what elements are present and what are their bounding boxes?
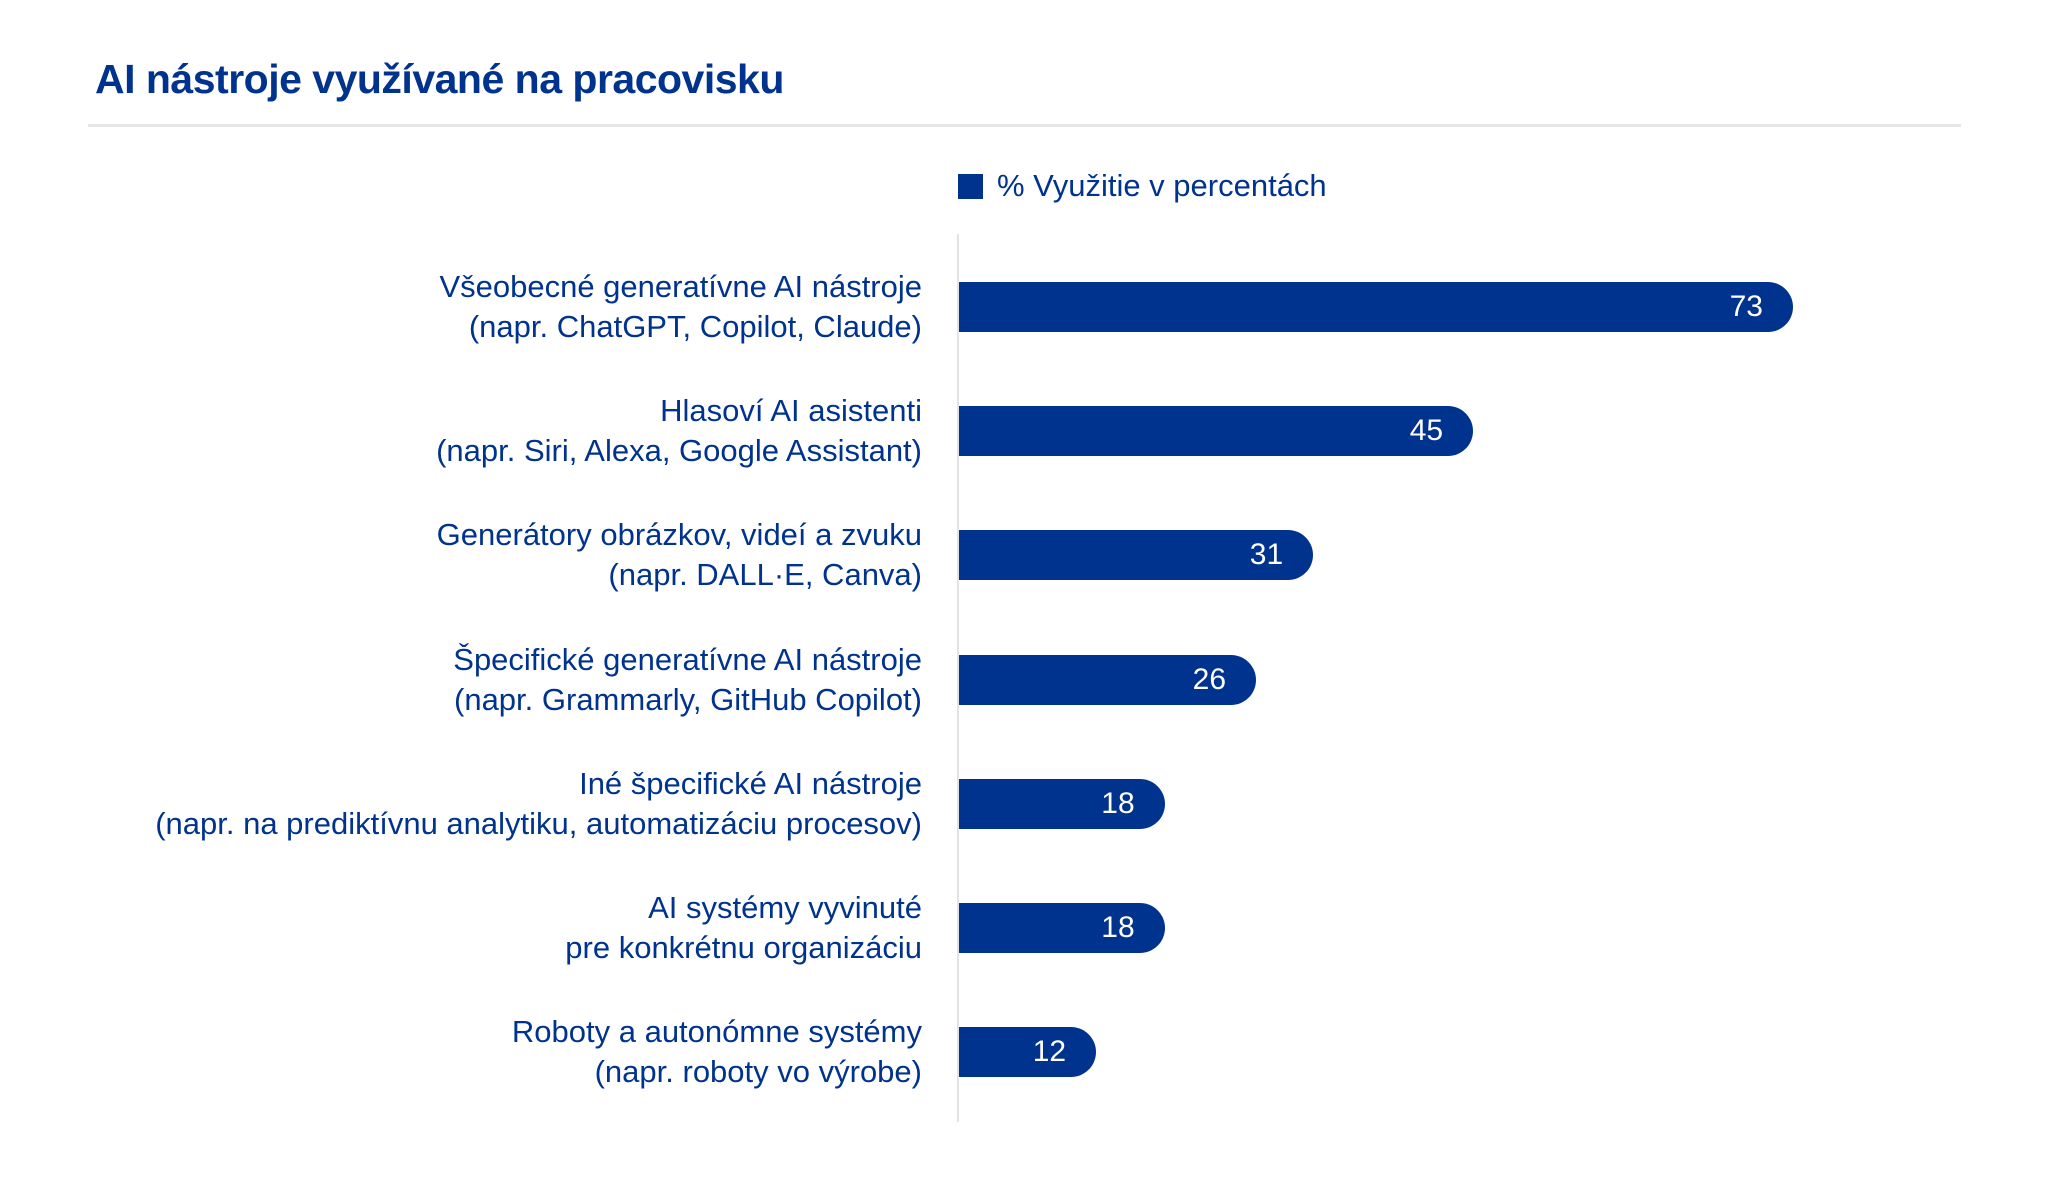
bar: 26 [959,654,1257,705]
bar-value-label: 12 [1032,1035,1067,1069]
category-label-line: Iné špecifické AI nástroje [579,765,922,801]
bar: 18 [959,778,1165,829]
bar: 31 [959,530,1314,581]
category-label: Hlasoví AI asistenti (napr. Siri, Alexa, … [436,391,922,471]
bar-value-label: 18 [1101,911,1135,944]
chart-title: AI nástroje využívané na pracovisku [95,56,784,102]
category-label: AI systémy vyvinuté pre konkrétnu organiz… [565,888,922,968]
category-label-line: (napr. DALL·E, Canva) [608,557,922,593]
category-label-line: (napr. roboty vo výrobe) [594,1054,922,1090]
category-label: Špecifické generatívne AI nástroje (napr.… [453,640,922,720]
bar-value-label: 31 [1249,538,1284,572]
bar: 73 [959,282,1793,332]
category-label-line: pre konkrétnu organizáciu [565,930,922,965]
category-label-line: (napr. Grammarly, GitHub Copilot) [454,681,922,717]
category-label: Iné špecifické AI nástroje (napr. na pred… [155,764,922,844]
category-label-line: (napr. na prediktívnu analytiku, automat… [155,805,922,841]
bar: 12 [959,1027,1097,1078]
legend-swatch [958,173,983,199]
legend-label: % Využitie v percentách [997,168,1327,203]
title-divider [88,124,1961,127]
category-label: Všeobecné generatívne AI nástroje (napr. … [439,267,922,347]
bar-value-label: 45 [1409,414,1444,448]
category-label-line: Roboty a autonómne systémy [511,1014,922,1050]
bar-value-label: 73 [1729,290,1763,323]
bar-value-label: 26 [1192,662,1227,696]
category-label-line: Generátory obrázkov, videí a zvuku [436,517,922,553]
bar: 18 [959,903,1165,953]
category-label: Generátory obrázkov, videí a zvuku (napr.… [437,515,922,595]
category-label-line: Špecifické generatívne AI nástroje [453,641,922,677]
bar-value-label: 18 [1101,786,1135,820]
category-label-line: (napr. ChatGPT, Copilot, Claude) [468,309,922,344]
category-label: Roboty a autonómne systémy (napr. roboty … [512,1012,922,1092]
y-axis-line [957,234,959,1122]
category-label-line: Všeobecné generatívne AI nástroje [439,269,922,304]
category-label-line: (napr. Siri, Alexa, Google Assistant) [436,433,922,469]
legend: % Využitie v percentách [958,168,1327,204]
category-label-line: AI systémy vyvinuté [648,890,922,925]
category-label-line: Hlasoví AI asistenti [660,393,922,429]
bar: 45 [959,406,1474,457]
